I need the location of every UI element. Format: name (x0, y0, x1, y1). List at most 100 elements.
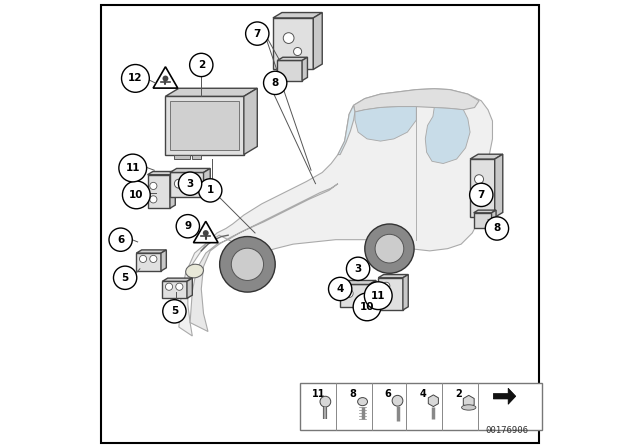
Polygon shape (136, 250, 166, 253)
Polygon shape (192, 155, 202, 159)
Text: 1: 1 (207, 185, 214, 195)
Polygon shape (403, 275, 408, 310)
Ellipse shape (358, 398, 367, 406)
Ellipse shape (186, 264, 204, 278)
Circle shape (365, 224, 414, 273)
Polygon shape (493, 388, 516, 404)
Text: 7: 7 (477, 190, 485, 200)
Circle shape (392, 395, 403, 406)
Text: 5: 5 (122, 273, 129, 283)
Polygon shape (340, 284, 369, 307)
Polygon shape (369, 280, 376, 307)
Circle shape (113, 266, 137, 289)
Circle shape (189, 53, 213, 77)
Polygon shape (153, 67, 178, 88)
Polygon shape (474, 210, 496, 213)
Text: 6: 6 (117, 235, 124, 245)
Polygon shape (174, 155, 190, 159)
Circle shape (231, 248, 264, 280)
Polygon shape (244, 88, 257, 155)
Polygon shape (163, 278, 192, 281)
Polygon shape (302, 57, 307, 81)
Polygon shape (425, 108, 470, 164)
Circle shape (485, 217, 509, 240)
Circle shape (122, 65, 149, 92)
Polygon shape (314, 13, 323, 69)
Polygon shape (170, 168, 210, 172)
Circle shape (165, 283, 173, 290)
Polygon shape (338, 105, 355, 155)
Polygon shape (204, 168, 210, 197)
Text: 11: 11 (371, 291, 385, 301)
Circle shape (353, 293, 381, 321)
Text: 10: 10 (360, 302, 374, 312)
Circle shape (140, 255, 147, 263)
Polygon shape (193, 221, 218, 243)
Circle shape (122, 181, 150, 209)
Circle shape (284, 33, 294, 43)
Circle shape (150, 255, 157, 263)
Circle shape (119, 154, 147, 182)
Text: 11: 11 (125, 163, 140, 173)
Polygon shape (378, 278, 403, 310)
Text: 2: 2 (198, 60, 205, 70)
Polygon shape (170, 172, 204, 197)
Polygon shape (428, 395, 438, 407)
Circle shape (163, 76, 168, 82)
Text: 4: 4 (337, 284, 344, 294)
Circle shape (220, 237, 275, 292)
Polygon shape (148, 175, 170, 208)
Circle shape (346, 257, 370, 280)
Polygon shape (170, 172, 175, 208)
Polygon shape (278, 60, 302, 81)
Polygon shape (340, 280, 376, 284)
Polygon shape (190, 184, 338, 332)
Circle shape (474, 175, 484, 184)
Circle shape (176, 215, 200, 238)
Text: 8: 8 (493, 224, 500, 233)
Ellipse shape (461, 405, 476, 410)
Polygon shape (273, 18, 314, 69)
Polygon shape (179, 89, 493, 336)
Polygon shape (165, 96, 244, 155)
Circle shape (163, 300, 186, 323)
Text: 00176906: 00176906 (485, 426, 529, 435)
Polygon shape (165, 88, 257, 96)
Text: 4: 4 (420, 389, 427, 399)
Polygon shape (148, 172, 175, 175)
Circle shape (109, 228, 132, 251)
Circle shape (246, 22, 269, 45)
Text: 2: 2 (455, 389, 462, 399)
Text: 9: 9 (184, 221, 191, 231)
Circle shape (174, 179, 184, 188)
Text: 10: 10 (129, 190, 143, 200)
Polygon shape (163, 281, 187, 298)
Circle shape (150, 196, 157, 203)
Polygon shape (273, 13, 323, 18)
Polygon shape (161, 250, 166, 271)
Circle shape (179, 172, 202, 195)
Text: 5: 5 (171, 306, 178, 316)
Text: 3: 3 (355, 264, 362, 274)
Text: 3: 3 (186, 179, 194, 189)
Polygon shape (378, 275, 408, 278)
Text: 8: 8 (349, 389, 356, 399)
Circle shape (150, 182, 157, 190)
Circle shape (176, 283, 183, 290)
Polygon shape (353, 89, 479, 112)
Circle shape (190, 179, 199, 188)
Circle shape (383, 282, 390, 289)
Text: 6: 6 (384, 389, 391, 399)
Circle shape (383, 292, 390, 299)
Polygon shape (278, 57, 307, 60)
Polygon shape (495, 154, 503, 217)
Polygon shape (474, 213, 492, 228)
Circle shape (320, 396, 331, 407)
Polygon shape (355, 107, 417, 141)
Polygon shape (492, 210, 496, 228)
FancyBboxPatch shape (300, 383, 542, 430)
Circle shape (294, 47, 301, 56)
Polygon shape (470, 159, 495, 217)
Circle shape (470, 183, 493, 207)
Text: 12: 12 (128, 73, 143, 83)
